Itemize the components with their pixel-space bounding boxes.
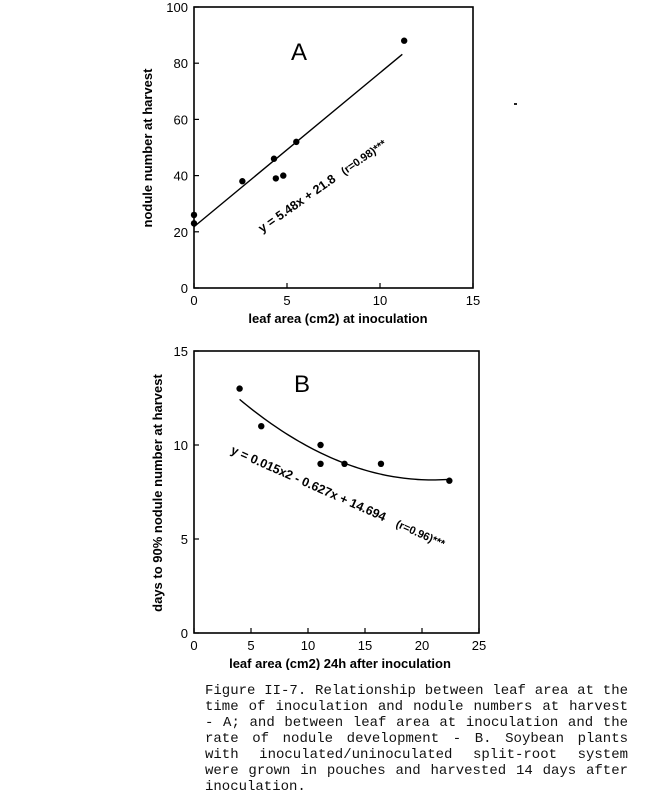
chart-a-data-point	[239, 178, 246, 185]
chart-a-y-tick-label: 40	[174, 169, 188, 184]
chart-b-data-point	[317, 441, 324, 449]
chart-a-y-axis-label: nodule number at harvest	[140, 68, 155, 228]
chart-a-panel-label: A	[291, 39, 307, 66]
chart-a-data-point	[272, 175, 280, 182]
chart-b-y-tick-label: 5	[181, 532, 188, 547]
chart-a-y-tick-label: 80	[174, 56, 188, 71]
chart-a-data-point	[293, 138, 300, 146]
chart-b-x-axis-label: leaf area (cm2) 24h after inoculation	[229, 656, 451, 670]
chart-b-x-tick-label: 0	[190, 638, 197, 653]
chart-a-y-tick-label: 0	[181, 281, 188, 296]
chart-b-equation: y = 0.015x2 - 0.627x + 14.694 (r=0.96)**…	[229, 443, 448, 551]
chart-a-ticks	[193, 6, 474, 289]
chart-b-plot-frame	[193, 350, 480, 634]
chart-a-tick-labels: 0 5 10 15 0 20 40 60 80 100	[166, 0, 480, 308]
chart-a-plot-frame	[193, 6, 474, 289]
chart-b: 0 5 10 15 20 25 0 5 10 15 B y = 0.015x2 - 0.627x …	[150, 344, 486, 670]
chart-b-tick-labels: 0 5 10 15 20 25 0 5 10 15	[174, 344, 487, 653]
figure-caption: Figure II-7. Relationship between leaf a…	[205, 683, 628, 795]
chart-b-data-point	[377, 460, 385, 467]
chart-b-r-label: (r=0.96)***	[394, 518, 447, 551]
chart-a-y-tick-label: 60	[174, 112, 188, 127]
chart-a-x-axis-label: leaf area (cm2) at inoculation	[248, 311, 427, 326]
chart-b-x-tick-label: 15	[358, 638, 372, 653]
chart-a-data-point	[270, 155, 278, 162]
chart-a: 0 5 10 15 0 20 40 60 80 100 A y = 5.48x + 21.8 (r…	[140, 0, 480, 326]
chart-b-data-point	[341, 460, 348, 467]
chart-b-points	[236, 385, 453, 484]
chart-a-data-point	[190, 211, 198, 219]
chart-a-x-tick-label: 0	[190, 293, 197, 308]
stray-mark	[514, 103, 517, 105]
chart-a-x-tick-label: 10	[373, 293, 387, 308]
chart-a-points	[190, 37, 408, 227]
chart-a-equation-text: y = 5.48x + 21.8	[256, 172, 339, 236]
chart-a-r-label: (r=0.98)***	[339, 138, 389, 178]
chart-a-data-point	[280, 172, 287, 179]
chart-b-x-tick-label: 20	[415, 638, 429, 653]
chart-a-y-tick-label: 20	[174, 225, 188, 240]
chart-b-data-point	[258, 423, 265, 430]
chart-b-data-point	[317, 460, 324, 467]
chart-b-x-tick-label: 5	[247, 638, 254, 653]
chart-b-x-tick-label: 25	[472, 638, 486, 653]
chart-a-data-point	[190, 220, 198, 227]
chart-b-equation-text: y = 0.015x2 - 0.627x + 14.694	[229, 443, 388, 524]
chart-b-y-tick-label: 10	[174, 438, 188, 453]
chart-b-data-point	[446, 477, 453, 484]
chart-b-data-point	[236, 385, 243, 392]
chart-a-x-tick-label: 15	[466, 293, 480, 308]
chart-b-ticks	[193, 350, 480, 634]
chart-b-y-tick-label: 0	[181, 626, 188, 641]
chart-b-panel-label: B	[294, 371, 310, 398]
chart-b-x-tick-label: 10	[301, 638, 315, 653]
chart-b-y-axis-label: days to 90% nodule number at harvest	[150, 373, 165, 611]
chart-b-y-tick-label: 15	[174, 344, 188, 359]
chart-a-equation: y = 5.48x + 21.8 (r=0.98)***	[256, 136, 390, 236]
chart-a-y-tick-label: 100	[166, 0, 188, 15]
chart-a-x-tick-label: 5	[283, 293, 290, 308]
chart-a-data-point	[400, 37, 408, 44]
